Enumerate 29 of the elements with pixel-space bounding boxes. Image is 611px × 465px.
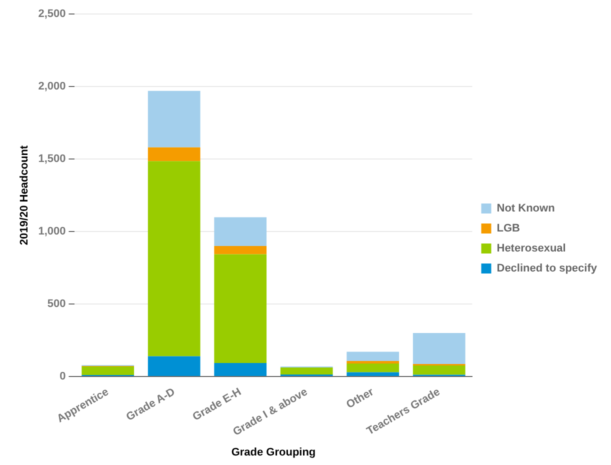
y-tick-label: 2,500 xyxy=(38,8,66,20)
bar xyxy=(148,161,200,356)
legend-label: Declined to specify xyxy=(496,262,598,275)
x-axis-title: Grade Grouping xyxy=(231,446,316,458)
y-tick-label: 1,000 xyxy=(38,226,66,238)
legend-label: Heterosexual xyxy=(496,242,566,255)
y-tick-label: 2,000 xyxy=(38,80,66,93)
x-tick-label: Other xyxy=(344,386,376,412)
bar xyxy=(346,352,400,361)
bar xyxy=(214,246,267,254)
bar xyxy=(346,372,400,376)
bar xyxy=(346,360,400,364)
bar xyxy=(280,368,333,374)
bar xyxy=(82,366,134,376)
bar xyxy=(148,356,200,376)
y-tick-label: 1,500 xyxy=(38,153,66,166)
legend-label: Not Known xyxy=(496,202,556,215)
bar xyxy=(214,217,267,246)
bar xyxy=(346,363,400,372)
bar xyxy=(412,332,466,364)
bar xyxy=(214,254,267,364)
bar xyxy=(412,365,466,375)
y-tick-label: 0 xyxy=(60,370,66,383)
bar xyxy=(214,363,267,376)
legend-label: LGB xyxy=(496,222,520,235)
bar xyxy=(148,147,200,162)
y-axis-title: 2019/20 Headcount xyxy=(18,145,31,246)
y-tick-label: 500 xyxy=(47,298,66,310)
bar xyxy=(148,90,200,148)
